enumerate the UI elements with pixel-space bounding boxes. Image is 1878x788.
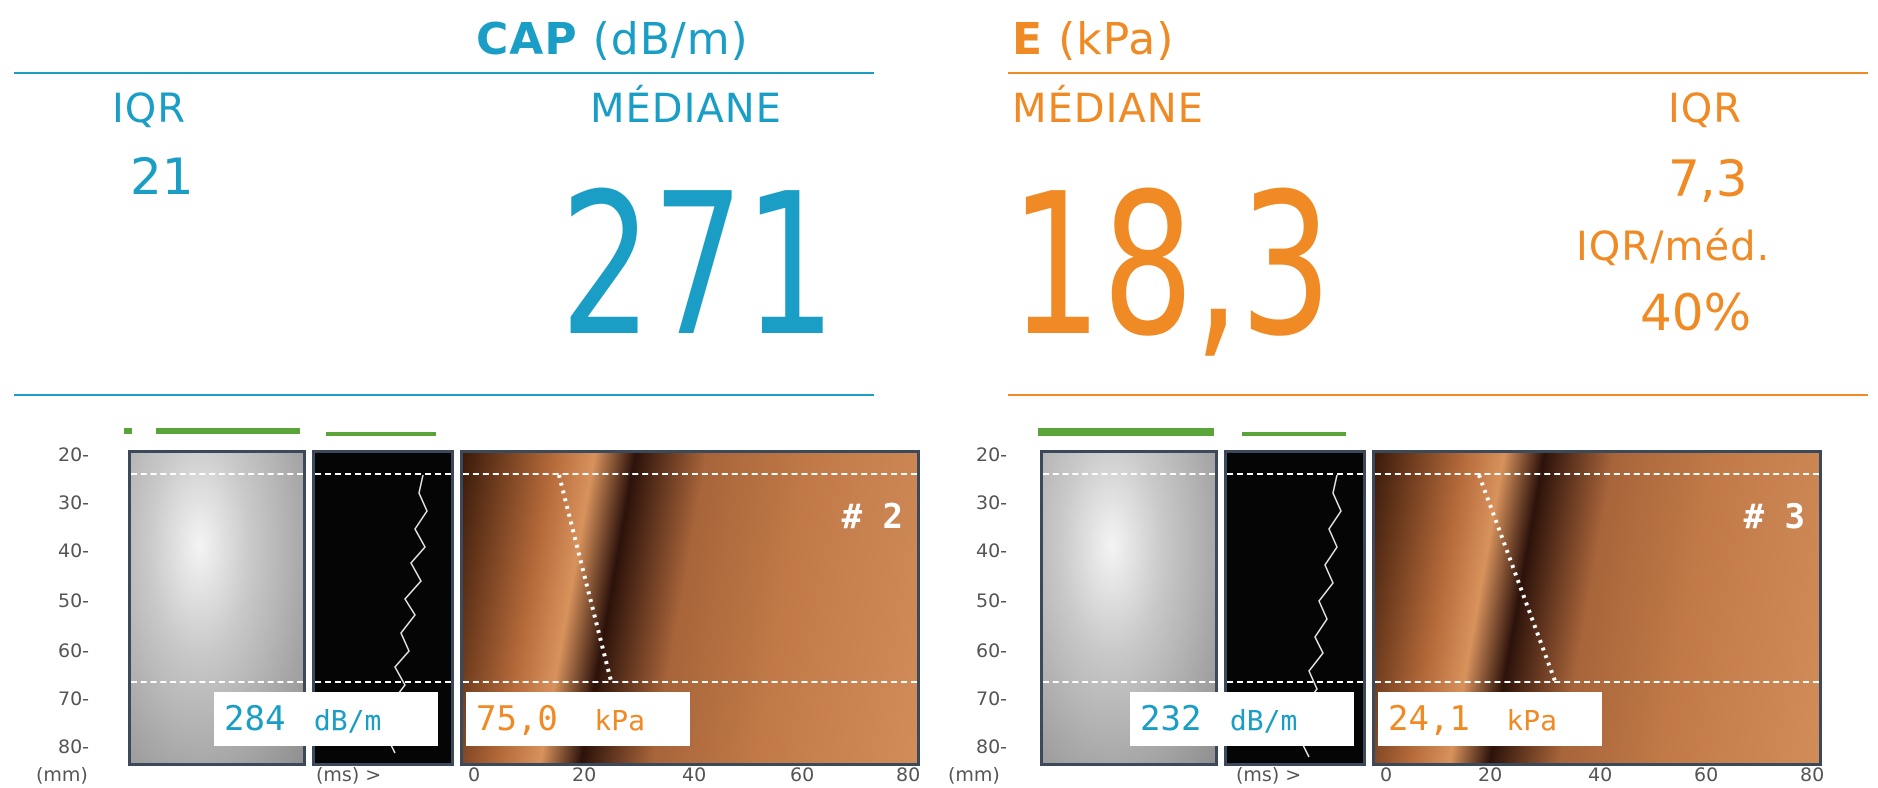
depth-tick: 40- <box>58 540 90 562</box>
cap-title-unit: (dB/m) <box>592 14 749 65</box>
cap-iqr-value: 21 <box>130 148 194 206</box>
e-measure-value: 75,0 <box>476 699 558 739</box>
depth-tick: 70- <box>976 688 1008 710</box>
cap-iqr-label: IQR <box>112 86 187 132</box>
roi-top-line <box>1227 473 1363 475</box>
x-tick: 20 <box>572 764 597 786</box>
roi-top-line <box>131 473 303 475</box>
depth-tick: 70- <box>58 688 90 710</box>
cap-median-label: MÉDIANE <box>590 86 782 132</box>
e-median-label: MÉDIANE <box>1012 86 1204 132</box>
roi-bottom-line <box>1043 681 1215 683</box>
x-tick: 60 <box>790 764 815 786</box>
depth-tick: 30- <box>976 492 1008 514</box>
cap-bottom-rule <box>14 394 874 396</box>
e-measure-unit: kPa <box>1506 704 1557 737</box>
depth-tick: 80- <box>58 736 90 758</box>
green-indicator <box>326 432 436 436</box>
x-tick: 40 <box>1588 764 1613 786</box>
mm-label: (mm) <box>36 764 88 786</box>
depth-tick: 30- <box>58 492 90 514</box>
measurement-index: # 3 <box>1743 497 1805 537</box>
e-measure-box: 24,1 kPa <box>1378 692 1602 746</box>
depth-tick: 20- <box>976 444 1008 466</box>
x-tick: 80 <box>896 764 921 786</box>
measurement-panel-2: 20- 30- 40- 50- 60- 70- 80- # 3 232 dB/m… <box>948 420 1878 788</box>
e-header-rule <box>1008 72 1868 74</box>
depth-tick: 40- <box>976 540 1008 562</box>
depth-tick: 60- <box>58 640 90 662</box>
x-tick: 0 <box>468 764 481 786</box>
green-indicator <box>124 428 132 434</box>
x-tick: 60 <box>1694 764 1719 786</box>
e-bottom-rule <box>1008 394 1868 396</box>
roi-bottom-line <box>463 681 917 683</box>
roi-bottom-line <box>1227 681 1363 683</box>
cap-measure-value: 284 <box>224 699 286 739</box>
roi-bottom-line <box>315 681 451 683</box>
cap-measure-box: 232 dB/m <box>1130 692 1354 746</box>
e-median-value: 18,3 <box>1010 152 1332 380</box>
depth-tick: 60- <box>976 640 1008 662</box>
x-tick: 20 <box>1478 764 1503 786</box>
green-indicator <box>156 428 300 434</box>
green-indicator <box>1038 428 1214 436</box>
x-tick: 40 <box>682 764 707 786</box>
roi-top-line <box>1375 473 1819 475</box>
e-title-unit: (kPa) <box>1058 14 1175 65</box>
roi-bottom-line <box>131 681 303 683</box>
cap-measure-unit: dB/m <box>1229 704 1298 737</box>
e-measure-value: 24,1 <box>1388 699 1470 739</box>
measurement-panel-1: 20- 30- 40- 50- 60- 70- 80- # 2 284 dB/m… <box>0 420 930 788</box>
cap-median-value: 271 <box>560 152 836 380</box>
e-measure-box: 75,0 kPa <box>466 692 690 746</box>
roi-top-line <box>463 473 917 475</box>
e-title: E (kPa) <box>1012 14 1174 65</box>
depth-tick: 20- <box>58 444 90 466</box>
roi-top-line <box>315 473 451 475</box>
ms-label: (ms) > <box>1236 764 1302 786</box>
roi-top-line <box>1043 473 1215 475</box>
e-iqr-label: IQR <box>1668 86 1743 132</box>
ultrasound-image <box>1040 450 1218 766</box>
e-iqr-value: 7,3 <box>1668 150 1748 208</box>
cap-title-bold: CAP <box>476 14 578 65</box>
cap-title: CAP (dB/m) <box>476 14 749 65</box>
measurement-index: # 2 <box>841 497 903 537</box>
green-indicator <box>1242 432 1346 436</box>
cap-measure-unit: dB/m <box>313 704 382 737</box>
cap-measure-box: 284 dB/m <box>214 692 438 746</box>
x-tick: 0 <box>1380 764 1393 786</box>
mm-label: (mm) <box>948 764 1000 786</box>
e-measure-unit: kPa <box>594 704 645 737</box>
e-title-bold: E <box>1012 14 1044 65</box>
depth-tick: 80- <box>976 736 1008 758</box>
x-tick: 80 <box>1800 764 1825 786</box>
depth-tick: 50- <box>58 590 90 612</box>
ms-label: (ms) > <box>316 764 382 786</box>
cap-measure-value: 232 <box>1140 699 1202 739</box>
e-ratio-label: IQR/méd. <box>1576 224 1771 270</box>
roi-bottom-line <box>1375 681 1819 683</box>
cap-header-rule <box>14 72 874 74</box>
e-ratio-value: 40% <box>1640 284 1752 342</box>
depth-tick: 50- <box>976 590 1008 612</box>
slope-line <box>557 474 613 682</box>
